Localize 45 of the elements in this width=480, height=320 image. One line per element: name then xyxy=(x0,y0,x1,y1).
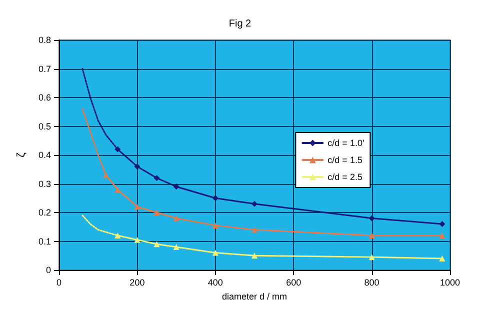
point xyxy=(368,232,375,238)
y-axis-title: ζ xyxy=(16,152,28,158)
legend-label: c/d = 1.5 xyxy=(328,155,362,165)
point xyxy=(173,184,180,190)
point xyxy=(134,236,140,243)
point xyxy=(114,232,121,238)
y-tick-label: 0.1 xyxy=(38,236,51,246)
point xyxy=(212,250,218,256)
y-tick-label: 0.2 xyxy=(38,208,51,218)
y-tick-label: 0.4 xyxy=(38,150,51,160)
point xyxy=(154,175,160,181)
point xyxy=(134,164,140,170)
point xyxy=(439,256,446,262)
x-tick-label: 800 xyxy=(364,278,380,288)
point xyxy=(154,210,160,216)
y-tick-label: 0 xyxy=(46,265,51,275)
legend-label: c/d = 2.5 xyxy=(328,172,362,182)
point xyxy=(212,222,218,228)
point xyxy=(439,221,446,227)
y-tick-label: 0.8 xyxy=(38,35,51,45)
x-tick-label: 0 xyxy=(56,278,62,288)
point xyxy=(252,226,258,233)
point xyxy=(134,204,140,210)
x-axis-title: diameter d / mm xyxy=(222,292,288,302)
point xyxy=(368,254,375,260)
y-tick-label: 0.5 xyxy=(38,121,51,132)
point xyxy=(102,172,109,178)
x-tick-label: 200 xyxy=(130,278,145,288)
point xyxy=(252,200,258,207)
y-tick-label: 0.6 xyxy=(38,92,51,102)
point xyxy=(212,195,218,202)
point xyxy=(439,232,446,238)
x-tick-label: 600 xyxy=(286,278,302,288)
point xyxy=(368,215,375,222)
y-tick-label: 0.7 xyxy=(38,64,51,74)
point xyxy=(173,244,180,250)
point xyxy=(252,252,258,259)
x-tick-label: 1000 xyxy=(440,278,460,288)
legend-label: c/d = 1.0' xyxy=(328,138,364,148)
point xyxy=(173,215,180,222)
point xyxy=(114,146,121,152)
y-tick-label: 0.3 xyxy=(38,178,51,189)
x-tick-label: 400 xyxy=(208,278,223,288)
chart-title: Fig 2 xyxy=(228,18,252,30)
point xyxy=(154,241,160,248)
